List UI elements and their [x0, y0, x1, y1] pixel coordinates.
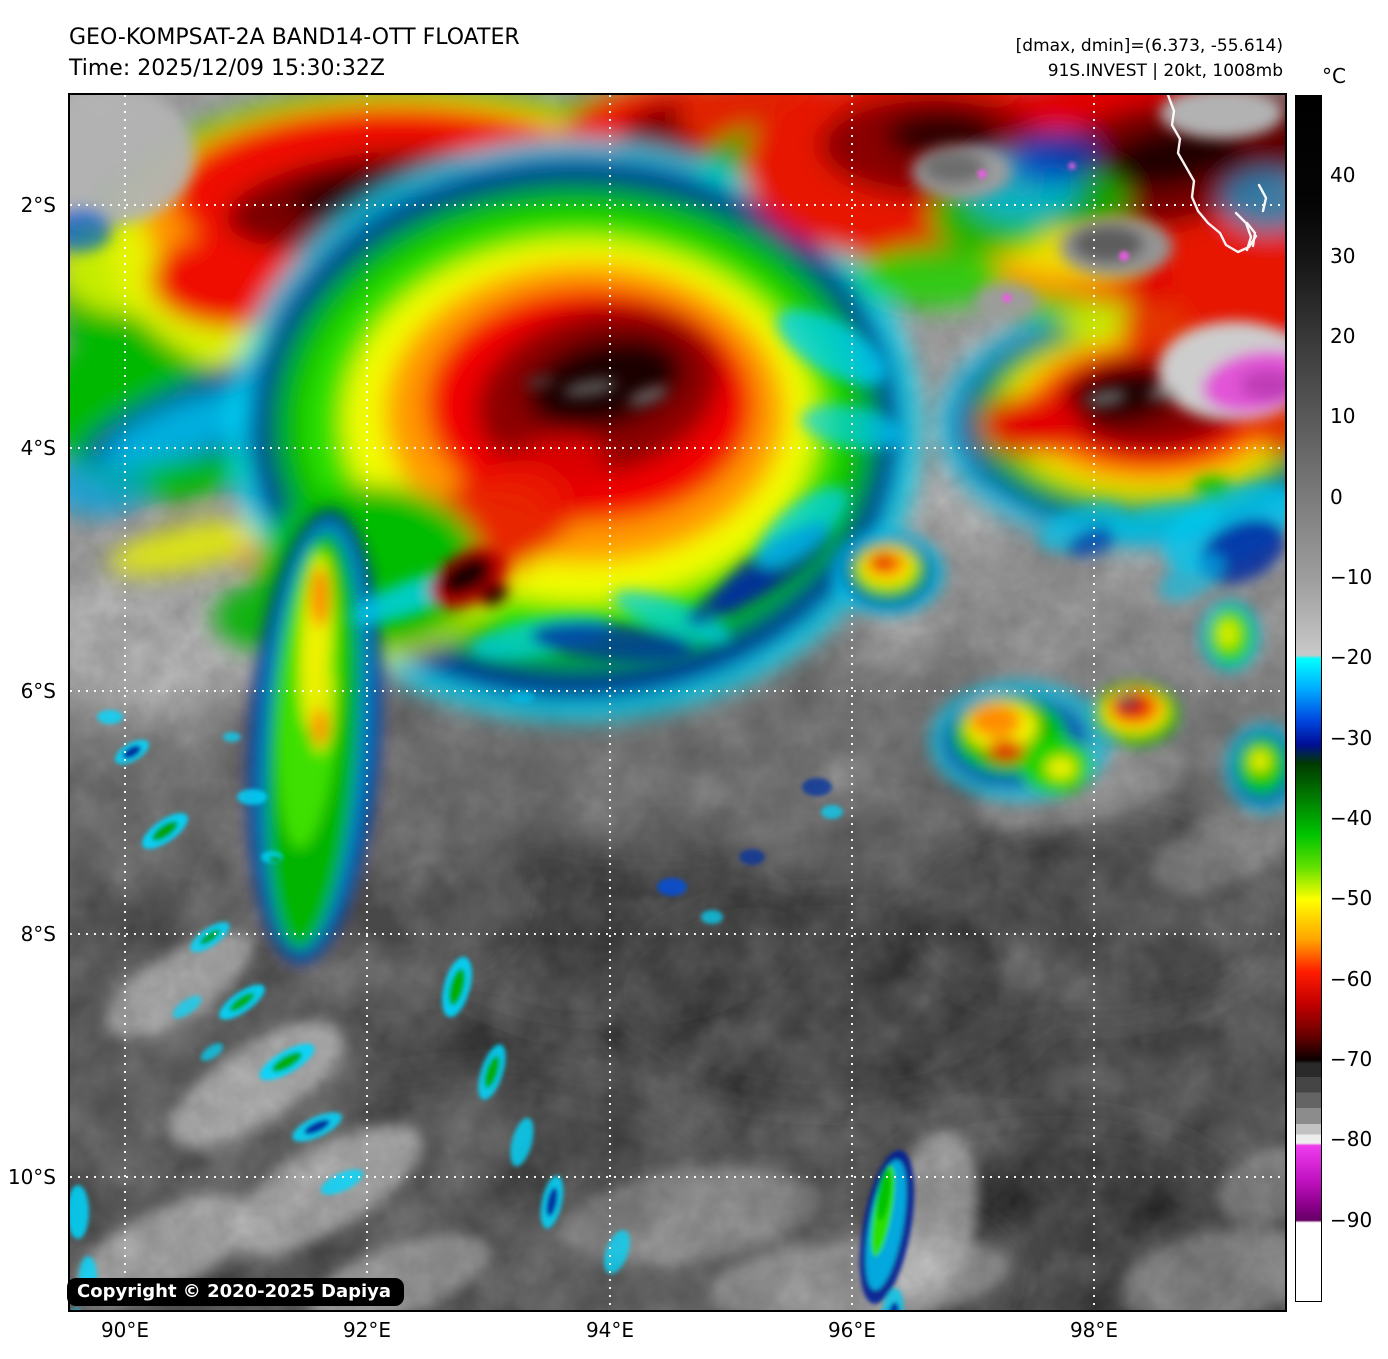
colorbar-tick-label: −20: [1330, 645, 1373, 670]
colorbar: [1295, 95, 1322, 1302]
satellite-map: [68, 93, 1287, 1312]
small-convective-streaks: [70, 691, 915, 1310]
timestamp: Time: 2025/12/09 15:30:32Z: [69, 56, 385, 81]
colorbar-tick-label: 40: [1330, 163, 1356, 188]
colorbar-gradient: [1296, 96, 1321, 1301]
dmax-dmin-readout: [dmax, dmin]=(6.373, -55.614): [1015, 36, 1283, 56]
colorbar-tick-label: 20: [1330, 323, 1356, 348]
coastline: [1166, 95, 1268, 254]
lon-tick-label: 96°E: [827, 1318, 877, 1342]
colorbar-tick-label: 0: [1330, 484, 1343, 509]
colorbar-tick-label: −60: [1330, 966, 1373, 991]
header: GEO-KOMPSAT-2A BAND14-OTT FLOATER Time: …: [69, 22, 520, 84]
colorbar-tick-label: 30: [1330, 243, 1356, 268]
lat-tick-labels: 2°S 4°S 6°S 8°S 10°S: [0, 0, 62, 1359]
lat-tick-label: 2°S: [20, 193, 56, 217]
lat-tick-label: 4°S: [20, 436, 56, 460]
mesoscale-features: [70, 95, 1285, 965]
lon-tick-label: 90°E: [100, 1318, 150, 1342]
colorbar-tick-label: −30: [1330, 725, 1373, 750]
lat-tick-label: 10°S: [7, 1165, 56, 1189]
storm-readout: 91S.INVEST | 20kt, 1008mb: [1047, 61, 1283, 81]
ir-imagery: [70, 95, 1285, 1310]
lon-tick-label: 98°E: [1069, 1318, 1119, 1342]
colorbar-unit: °C: [1322, 64, 1346, 88]
colorbar-tick-label: −80: [1330, 1127, 1373, 1152]
overshoot-magenta-dots: [977, 162, 1129, 303]
copyright-badge: Copyright © 2020-2025 Dapiya: [67, 1278, 405, 1306]
colorbar-tick-label: −10: [1330, 564, 1373, 589]
lon-tick-label: 94°E: [585, 1318, 635, 1342]
lon-tick-label: 92°E: [342, 1318, 392, 1342]
colorbar-tick-label: −50: [1330, 886, 1373, 911]
colorbar-tick-label: 10: [1330, 404, 1356, 429]
colorbar-tick-label: −70: [1330, 1046, 1373, 1071]
lat-tick-label: 8°S: [20, 922, 56, 946]
info-block: [dmax, dmin]=(6.373, -55.614) 91S.INVEST…: [1016, 34, 1283, 84]
lat-tick-label: 6°S: [20, 679, 56, 703]
colorbar-tick-label: −90: [1330, 1207, 1373, 1232]
colorbar-tick-label: −40: [1330, 805, 1373, 830]
product-title: GEO-KOMPSAT-2A BAND14-OTT FLOATER: [69, 25, 520, 50]
